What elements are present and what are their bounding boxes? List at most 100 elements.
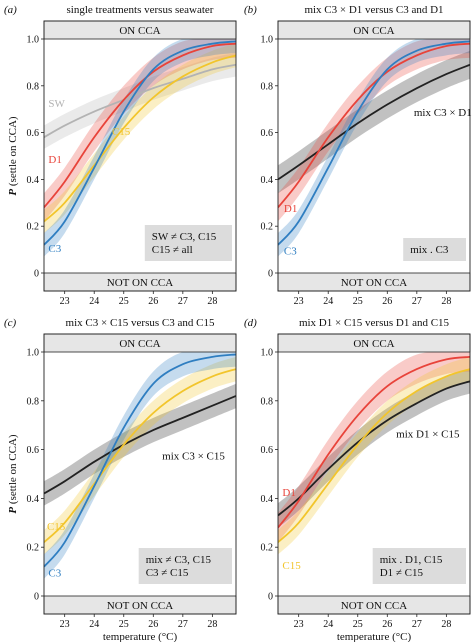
y-tick-label: 0.6 <box>27 445 40 456</box>
plot-frame <box>43 333 237 615</box>
series-label: C3 <box>284 245 297 257</box>
series-line <box>278 63 470 181</box>
x-tick-label: 26 <box>382 619 392 630</box>
x-tick-label: 25 <box>353 619 363 630</box>
series-line <box>278 42 470 209</box>
series-line <box>278 355 470 529</box>
series-label: mix C3 × D1 <box>414 107 472 119</box>
series-label: D1 <box>48 154 61 166</box>
annotation-text: D1 ≠ C15 <box>380 567 424 579</box>
y-tick-label: 0 <box>34 592 39 603</box>
y-tick-label: 0.4 <box>261 494 274 505</box>
series-line <box>44 353 236 568</box>
x-tick-label: 23 <box>60 296 70 307</box>
panel-title: mix C3 × D1 versus C3 and D1 <box>304 4 443 16</box>
x-tick-label: 25 <box>119 619 129 630</box>
x-tick-label: 28 <box>207 296 217 307</box>
on-cca-label: ON CCA <box>353 25 394 37</box>
series-label: mix D1 × C15 <box>396 428 460 440</box>
x-tick-label: 26 <box>148 619 158 630</box>
y-tick-label: 0.4 <box>27 494 40 505</box>
y-tick-label: 0.2 <box>261 222 274 233</box>
annotation-text: mix . C3 <box>410 244 449 256</box>
y-axis-label: P (settle on CCA) <box>7 434 19 513</box>
chart-panel-d: ON CCA NOT ON CCA 0 0.2 0.4 0.6 0.8 1.0 23 24 25 26… <box>244 317 471 642</box>
series-line <box>44 40 236 246</box>
annotation-text: C15 ≠ all <box>152 244 193 256</box>
x-tick-label: 27 <box>178 296 188 307</box>
annotation-background <box>403 238 466 261</box>
x-tick-label: 24 <box>323 619 333 630</box>
y-tick-label: 0.2 <box>261 543 274 554</box>
chart-panel-b: ON CCA NOT ON CCA 0 0.2 0.4 0.6 0.8 1.0 23 24 25 26… <box>244 4 472 307</box>
y-tick-label: 0.6 <box>27 128 40 139</box>
plot-frame <box>277 20 471 292</box>
confidence-band <box>278 39 470 222</box>
x-tick-label: 28 <box>441 619 451 630</box>
series-line <box>44 395 236 495</box>
panel-title: mix C3 × C15 versus C3 and C15 <box>66 317 215 329</box>
y-tick-label: 0.4 <box>27 175 40 186</box>
x-tick-label: 26 <box>382 296 392 307</box>
x-tick-label: 27 <box>412 619 422 630</box>
series-line <box>44 63 236 139</box>
y-tick-label: 0 <box>268 269 273 280</box>
y-tick-label: 0.8 <box>27 81 40 92</box>
x-tick-label: 23 <box>294 296 304 307</box>
y-tick-label: 1.0 <box>27 35 40 46</box>
series-group <box>278 352 470 555</box>
not-on-cca-label: NOT ON CCA <box>341 277 407 289</box>
y-tick-label: 0.8 <box>261 396 274 407</box>
y-tick-label: 0.8 <box>27 396 40 407</box>
confidence-band <box>44 43 236 234</box>
y-tick-label: 0.2 <box>27 222 40 233</box>
plot-frame <box>43 20 237 292</box>
confidence-band <box>44 356 236 555</box>
x-axis-label: temperature (°C) <box>337 631 412 642</box>
x-tick-label: 24 <box>89 619 99 630</box>
series-line <box>44 368 236 543</box>
y-tick-label: 1.0 <box>261 35 274 46</box>
annotation-background <box>138 548 232 584</box>
annotation-box: mix . C3 <box>403 238 466 261</box>
annotation-text: SW ≠ C3, C15 <box>152 231 217 243</box>
series-line <box>44 42 236 209</box>
panel-letter: (c) <box>4 317 17 329</box>
annotation-background <box>372 548 466 584</box>
y-tick-label: 0.8 <box>261 81 274 92</box>
series-label: C15 <box>47 521 66 533</box>
y-tick-label: 0 <box>34 269 39 280</box>
x-tick-label: 27 <box>412 296 422 307</box>
series-group <box>44 352 236 579</box>
x-tick-label: 28 <box>207 619 217 630</box>
y-tick-label: 1.0 <box>261 348 274 359</box>
not-on-cca-label: NOT ON CCA <box>107 277 173 289</box>
annotation-background <box>144 225 232 261</box>
series-label: C15 <box>112 126 131 138</box>
x-tick-label: 24 <box>323 296 333 307</box>
x-tick-label: 28 <box>441 296 451 307</box>
x-tick-label: 24 <box>89 296 99 307</box>
y-tick-label: 0.6 <box>261 128 274 139</box>
panel-letter: (d) <box>244 317 257 329</box>
not-on-cca-label: NOT ON CCA <box>341 600 407 612</box>
x-tick-label: 26 <box>148 296 158 307</box>
confidence-band <box>44 383 236 506</box>
annotation-text: C3 ≠ C15 <box>146 567 189 579</box>
confidence-band <box>278 369 470 528</box>
chart-panel-a: ON CCA NOT ON CCA 0 0.2 0.4 0.6 0.8 1.0 23 24 25 26… <box>4 4 237 307</box>
y-tick-label: 0.4 <box>261 175 274 186</box>
x-tick-label: 27 <box>178 619 188 630</box>
panel-title: mix D1 × C15 versus D1 and C15 <box>299 317 450 329</box>
series-group <box>278 39 470 257</box>
confidence-band <box>278 356 470 555</box>
annotation-text: mix . D1, C15 <box>380 554 443 566</box>
confidence-band <box>44 39 236 222</box>
series-label: D1 <box>282 487 295 499</box>
y-tick-label: 1.0 <box>27 348 40 359</box>
series-group <box>44 39 236 257</box>
chart-panel-c: ON CCA NOT ON CCA 0 0.2 0.4 0.6 0.8 1.0 23 24 25 26… <box>4 317 237 642</box>
